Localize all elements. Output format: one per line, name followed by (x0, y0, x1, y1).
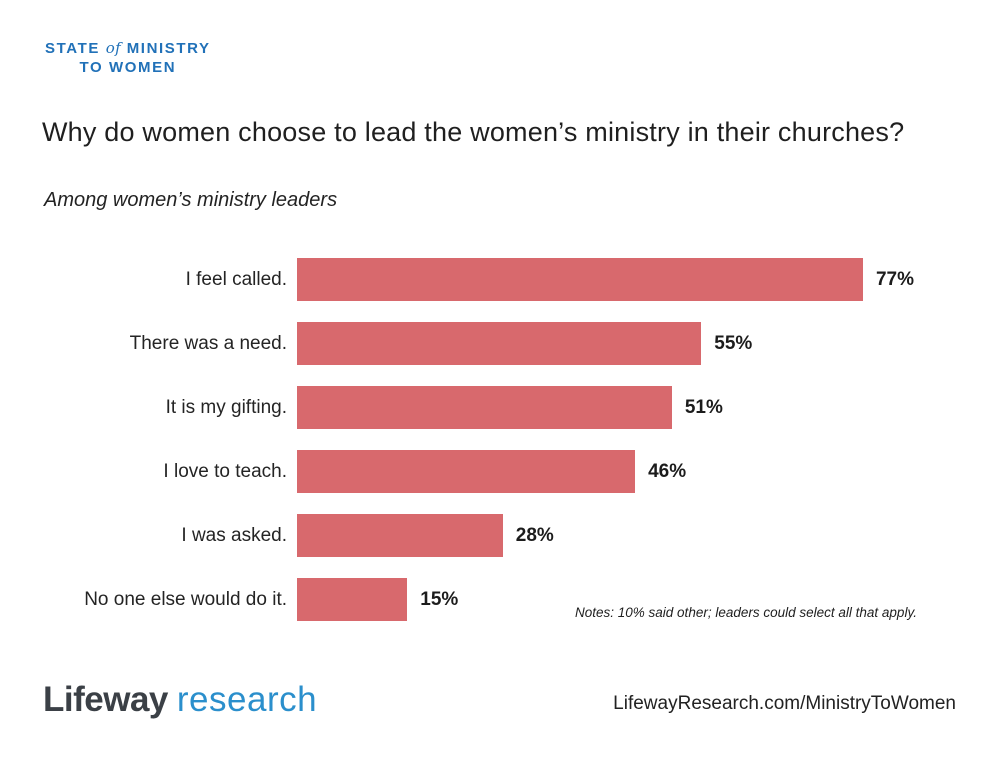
logo-word-state: STATE (45, 40, 100, 57)
bar-chart: I feel called. 77% There was a need. 55% It … (30, 258, 914, 642)
logo-line-2: TO WOMEN (79, 59, 177, 76)
value-label: 28% (515, 524, 554, 546)
value-label: 46% (648, 460, 687, 482)
chart-row: It is my gifting. 51% (30, 386, 914, 429)
bar (297, 514, 503, 557)
chart-row: I feel called. 77% (30, 258, 914, 301)
logo-word-lifeway: Lifeway (43, 680, 168, 719)
footer-url: LifewayResearch.com/MinistryToWomen (613, 693, 956, 714)
value-label: 55% (714, 332, 753, 354)
bar (297, 578, 408, 621)
chart-row: No one else would do it. 15% (30, 578, 914, 621)
category-label: I love to teach. (163, 460, 287, 482)
bar (297, 386, 672, 429)
logo-line-1: STATE of MINISTRY (45, 39, 211, 58)
category-label: I was asked. (181, 524, 287, 546)
state-of-ministry-logo: STATE of MINISTRY TO WOMEN (45, 39, 211, 77)
category-label: It is my gifting. (165, 396, 287, 418)
bar (297, 450, 636, 493)
chart-row: There was a need. 55% (30, 322, 914, 365)
value-label: 51% (684, 396, 723, 418)
logo-word-ministry: MINISTRY (126, 40, 211, 57)
logo-word-research: research (176, 680, 318, 719)
logo-word-of: of (105, 39, 121, 57)
lifeway-research-logo: Lifeway research (43, 680, 317, 720)
page-title: Why do women choose to lead the women’s … (42, 117, 905, 147)
bar (297, 258, 863, 301)
chart-row: I love to teach. 46% (30, 450, 914, 493)
value-label: 15% (420, 588, 459, 610)
chart-subtitle: Among women’s ministry leaders (44, 189, 338, 211)
chart-notes: Notes: 10% said other; leaders could sel… (575, 605, 917, 620)
category-label: I feel called. (185, 268, 287, 290)
category-label: There was a need. (129, 332, 287, 354)
value-label: 77% (875, 268, 914, 290)
category-label: No one else would do it. (84, 588, 287, 610)
chart-row: I was asked. 28% (30, 514, 914, 557)
bar (297, 322, 702, 365)
